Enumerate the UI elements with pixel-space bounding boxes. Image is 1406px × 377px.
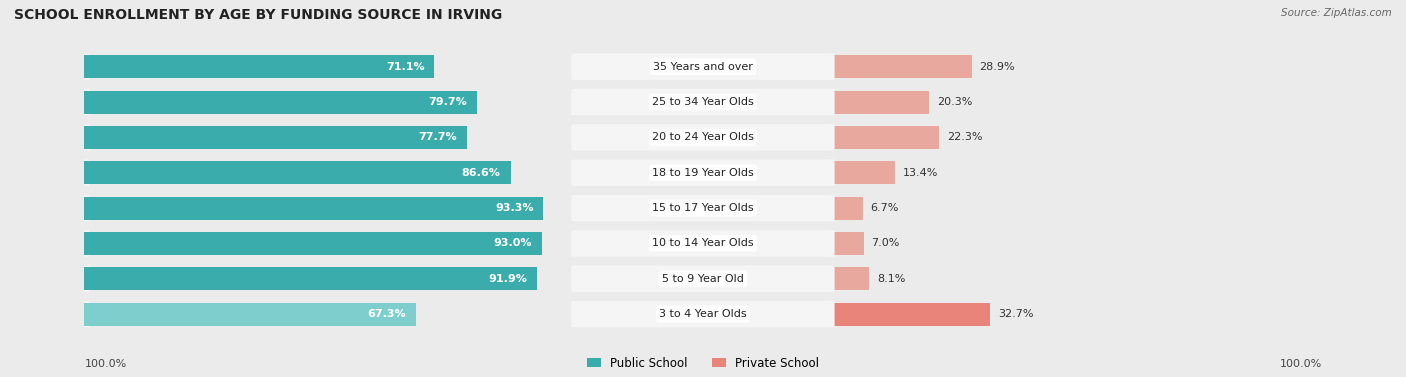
Text: 35 Years and over: 35 Years and over [652, 62, 754, 72]
Bar [830, 267, 869, 290]
FancyBboxPatch shape [571, 54, 835, 80]
Text: 6.7%: 6.7% [870, 203, 898, 213]
Legend: Public School, Private School: Public School, Private School [582, 352, 824, 374]
Bar [830, 126, 939, 149]
FancyBboxPatch shape [84, 159, 90, 186]
Text: 22.3%: 22.3% [946, 132, 983, 143]
FancyBboxPatch shape [571, 124, 835, 151]
Bar [84, 196, 544, 219]
Bar [830, 55, 972, 78]
Text: 25 to 34 Year Olds: 25 to 34 Year Olds [652, 97, 754, 107]
Bar [84, 55, 434, 78]
Text: 93.3%: 93.3% [495, 203, 534, 213]
Text: 18 to 19 Year Olds: 18 to 19 Year Olds [652, 168, 754, 178]
FancyBboxPatch shape [830, 265, 835, 292]
Text: 100.0%: 100.0% [84, 359, 127, 369]
Bar [84, 161, 510, 184]
FancyBboxPatch shape [830, 195, 835, 221]
Text: 20 to 24 Year Olds: 20 to 24 Year Olds [652, 132, 754, 143]
Text: 5 to 9 Year Old: 5 to 9 Year Old [662, 274, 744, 284]
Bar [830, 196, 862, 219]
FancyBboxPatch shape [84, 89, 90, 115]
Text: 7.0%: 7.0% [872, 238, 900, 248]
FancyBboxPatch shape [84, 230, 90, 257]
Text: 71.1%: 71.1% [385, 62, 425, 72]
FancyBboxPatch shape [84, 54, 90, 80]
Text: 100.0%: 100.0% [1279, 359, 1322, 369]
FancyBboxPatch shape [830, 89, 835, 115]
FancyBboxPatch shape [830, 159, 835, 186]
Bar [830, 90, 929, 113]
Text: 32.7%: 32.7% [998, 309, 1033, 319]
Text: 8.1%: 8.1% [877, 274, 905, 284]
Text: 77.7%: 77.7% [418, 132, 457, 143]
Text: Source: ZipAtlas.com: Source: ZipAtlas.com [1281, 8, 1392, 18]
FancyBboxPatch shape [571, 301, 835, 327]
FancyBboxPatch shape [571, 195, 835, 221]
Text: 10 to 14 Year Olds: 10 to 14 Year Olds [652, 238, 754, 248]
Bar [84, 232, 541, 255]
FancyBboxPatch shape [830, 301, 835, 327]
FancyBboxPatch shape [571, 89, 835, 115]
Text: 20.3%: 20.3% [936, 97, 972, 107]
Text: 28.9%: 28.9% [979, 62, 1015, 72]
Text: 15 to 17 Year Olds: 15 to 17 Year Olds [652, 203, 754, 213]
Bar [84, 126, 467, 149]
Text: 93.0%: 93.0% [494, 238, 531, 248]
Bar [84, 267, 537, 290]
FancyBboxPatch shape [571, 159, 835, 186]
FancyBboxPatch shape [84, 301, 90, 327]
FancyBboxPatch shape [571, 265, 835, 292]
FancyBboxPatch shape [84, 265, 90, 292]
Text: 86.6%: 86.6% [461, 168, 501, 178]
FancyBboxPatch shape [84, 195, 90, 221]
FancyBboxPatch shape [571, 230, 835, 257]
Text: 67.3%: 67.3% [367, 309, 406, 319]
FancyBboxPatch shape [830, 230, 835, 257]
FancyBboxPatch shape [84, 124, 90, 151]
Bar [830, 232, 863, 255]
Bar [84, 303, 416, 326]
Bar [830, 303, 990, 326]
FancyBboxPatch shape [830, 124, 835, 151]
Text: 79.7%: 79.7% [427, 97, 467, 107]
Text: 91.9%: 91.9% [488, 274, 527, 284]
Text: 13.4%: 13.4% [903, 168, 938, 178]
Text: 3 to 4 Year Olds: 3 to 4 Year Olds [659, 309, 747, 319]
Bar [84, 90, 477, 113]
FancyBboxPatch shape [830, 54, 835, 80]
Bar [830, 161, 896, 184]
Text: SCHOOL ENROLLMENT BY AGE BY FUNDING SOURCE IN IRVING: SCHOOL ENROLLMENT BY AGE BY FUNDING SOUR… [14, 8, 502, 21]
